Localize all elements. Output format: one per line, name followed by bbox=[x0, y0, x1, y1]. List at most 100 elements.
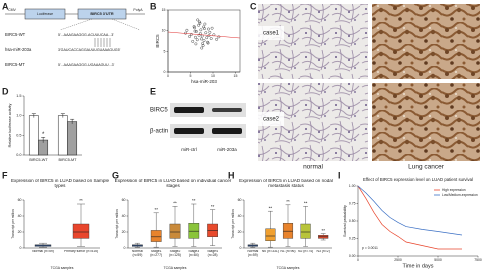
x-tick-label: Stage4 (n=28) bbox=[207, 250, 218, 257]
utr-box bbox=[77, 8, 127, 20]
panel-label: A bbox=[2, 1, 9, 11]
box bbox=[169, 223, 181, 239]
x-tick-label: N2 (n=74) bbox=[298, 250, 314, 253]
box bbox=[265, 228, 276, 242]
y-tick-label: 10 bbox=[162, 29, 166, 33]
annotation: p = 0.0011 bbox=[362, 246, 378, 250]
x-tick-label: 0 bbox=[167, 74, 169, 78]
panel-label: I bbox=[338, 170, 341, 180]
y-tick-label: 0.00 bbox=[349, 254, 356, 258]
x-axis-label: TCGA samples bbox=[277, 266, 300, 270]
x-tick-label-box: N1 (n=96) bbox=[280, 250, 296, 253]
blot-band bbox=[212, 128, 242, 134]
y-axis-label: BIRC5 bbox=[155, 34, 160, 48]
scatter-point bbox=[206, 41, 210, 45]
x-axis-label: TCGA samples bbox=[51, 266, 74, 270]
binding-ticks bbox=[94, 38, 111, 47]
sequence-name: BIRC5-MT bbox=[5, 62, 25, 67]
x-tick-label: Stage3 (n=84) bbox=[188, 250, 200, 257]
x-tick-label-box: Primary tumor (n=515) bbox=[64, 250, 98, 253]
panel-label: E bbox=[150, 86, 156, 96]
box bbox=[300, 223, 311, 239]
blot-strip bbox=[170, 124, 246, 138]
col-label: normal bbox=[303, 164, 323, 171]
y-tick-label: 20 bbox=[122, 230, 126, 234]
scatter-point bbox=[197, 23, 201, 27]
box bbox=[282, 222, 294, 239]
scatter-point bbox=[189, 32, 193, 36]
scatter-point bbox=[208, 30, 212, 34]
y-tick-label: 0.0 bbox=[16, 153, 21, 157]
legend-label: Low/Medium-expression bbox=[442, 193, 478, 197]
scatter-point bbox=[210, 26, 214, 30]
scatter-point bbox=[188, 35, 192, 38]
chart-title: Effect of BIRC5 expression level on LUAD… bbox=[363, 177, 473, 182]
panel-label: D bbox=[2, 86, 9, 96]
scatter-point bbox=[185, 28, 189, 32]
scatter-point bbox=[203, 22, 207, 26]
luciferase-box bbox=[24, 8, 66, 20]
trend-line bbox=[167, 31, 241, 39]
x-tick-label-box: Normal (n=59) bbox=[131, 250, 143, 257]
y-tick-label: 0 bbox=[124, 246, 126, 250]
scatter-point bbox=[197, 33, 201, 37]
scatter-point bbox=[194, 42, 198, 46]
y-tick-label: 0 bbox=[164, 70, 166, 74]
y-tick-label: 40 bbox=[18, 214, 22, 218]
sequence: 5'...AAAGAAGGG-UGAAAGUU...3' bbox=[58, 63, 115, 67]
scatter-point bbox=[194, 30, 198, 33]
panel-label: G bbox=[112, 170, 119, 180]
error-bar bbox=[70, 118, 75, 124]
scatter-point bbox=[194, 35, 197, 39]
x-tick-label-box: Normal (n=59) bbox=[247, 250, 259, 257]
x-tick-label: N3 (n=2) bbox=[316, 250, 330, 253]
x-tick-label: Normal (n=59) bbox=[131, 250, 143, 257]
scatter-point bbox=[199, 28, 203, 32]
construct-label: BIRC5 3'UTR bbox=[90, 12, 114, 16]
legend-label: High expression bbox=[442, 188, 466, 192]
ihc-image bbox=[372, 4, 480, 79]
x-tick-label: BIRC5-MT bbox=[59, 158, 78, 162]
significance: ** bbox=[211, 204, 215, 209]
significance: * bbox=[42, 132, 45, 138]
chart-title-box: Expression of BIRC5 in LUAD based on Sam… bbox=[10, 179, 110, 188]
significance: ** bbox=[173, 201, 177, 206]
label-bg bbox=[258, 26, 284, 40]
chart-title: Expression of BIRC5 in LUAD based on Sam… bbox=[10, 179, 110, 188]
bar bbox=[67, 121, 78, 156]
y-tick-label: 60 bbox=[18, 198, 22, 202]
x-tick-label: N0 (n=331) bbox=[261, 250, 279, 253]
y-axis-label: Transcript per million bbox=[231, 209, 235, 239]
x-tick-label: 0 bbox=[357, 258, 359, 262]
scatter-point bbox=[209, 37, 213, 40]
blot-lane-label: miR-ctrl bbox=[181, 147, 197, 152]
blot-strip bbox=[170, 103, 246, 117]
ihc-image bbox=[372, 83, 480, 161]
zoom-line bbox=[59, 18, 93, 31]
x-tick-label-box: Stage4 (n=28) bbox=[207, 250, 218, 257]
scatter-point bbox=[198, 20, 201, 24]
scatter-point bbox=[193, 29, 197, 33]
scatter-point bbox=[195, 38, 199, 42]
scatter-point bbox=[207, 27, 210, 31]
blot-row-label: β-actin bbox=[150, 129, 168, 135]
blot-row-label: BIRC5 bbox=[150, 108, 168, 114]
y-tick-label: 40 bbox=[122, 214, 126, 218]
panel-label: F bbox=[2, 170, 8, 180]
zoom-line bbox=[111, 18, 141, 31]
y-tick-label: 60 bbox=[238, 198, 242, 202]
x-tick-label: N1 (n=96) bbox=[280, 250, 296, 253]
scatter-point bbox=[202, 39, 206, 42]
x-tick-label-box: N0 (n=331) bbox=[261, 250, 279, 253]
x-tick-label: Normal (n=59) bbox=[247, 250, 259, 257]
significance: ** bbox=[154, 207, 158, 212]
y-axis-label: Transcript per million bbox=[11, 209, 15, 239]
x-axis-label: Time in days bbox=[403, 263, 434, 269]
construct-label: PolyA bbox=[133, 8, 143, 12]
scatter-point bbox=[196, 18, 200, 22]
y-tick-label: 20 bbox=[238, 230, 242, 234]
y-tick-label: 20 bbox=[18, 230, 22, 234]
y-tick-label: 60 bbox=[122, 198, 126, 202]
survival-curve bbox=[357, 185, 462, 250]
